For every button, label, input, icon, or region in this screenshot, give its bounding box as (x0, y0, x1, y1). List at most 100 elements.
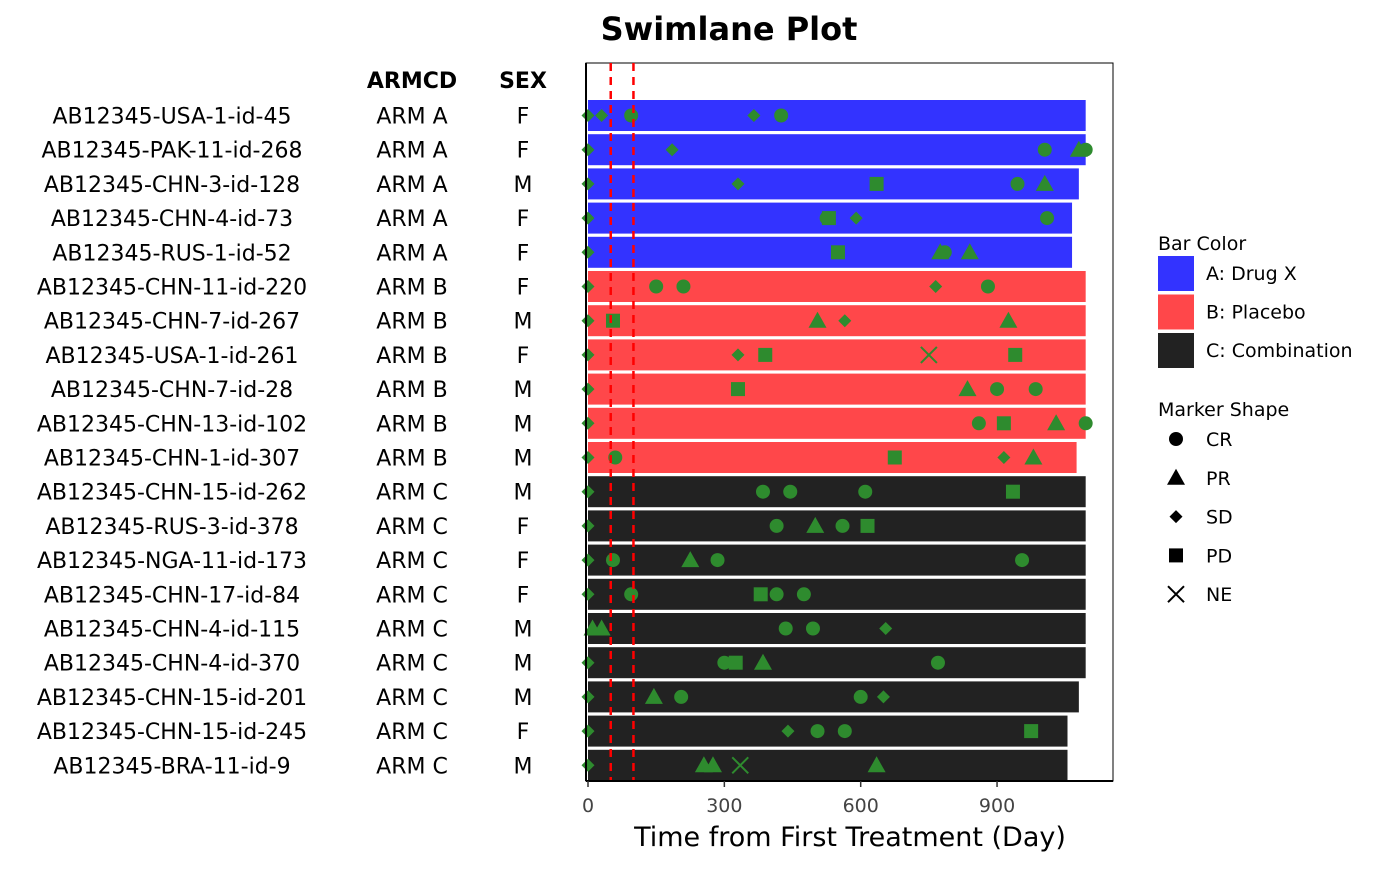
response-marker-sd (581, 587, 595, 601)
armcd-cell: ARM C (376, 549, 448, 574)
armcd-cell: ARM C (376, 583, 448, 608)
response-marker-sd (581, 724, 595, 738)
swimlane-bar (588, 442, 1077, 473)
response-marker-ne (731, 756, 749, 775)
response-marker-cr (1078, 142, 1093, 157)
sex-cell: F (517, 139, 530, 164)
armcd-cell: ARM C (376, 515, 448, 540)
sex-cell: M (514, 378, 533, 403)
subject-id-label: AB12345-RUS-1-id-52 (52, 241, 291, 266)
response-marker-cr (605, 553, 620, 568)
response-marker-sd (581, 348, 595, 362)
response-marker-sd (731, 348, 745, 362)
legend-bar-title: Bar Color (1158, 233, 1246, 255)
subject-id-label: AB12345-CHN-4-id-370 (44, 652, 300, 677)
subject-id-label: AB12345-USA-1-id-261 (46, 344, 299, 369)
response-marker-sd (581, 143, 595, 157)
sex-cell: F (517, 105, 530, 130)
sex-cell: M (514, 310, 533, 335)
swimlane-bar (588, 100, 1086, 131)
swimlane-bar (588, 476, 1086, 508)
armcd-cell: ARM A (376, 173, 447, 198)
response-marker-cr (990, 382, 1005, 397)
response-marker-pd (860, 518, 875, 533)
response-marker-cr (769, 518, 784, 533)
subject-id-label: AB12345-PAK-11-id-268 (42, 139, 303, 164)
response-marker-pr (958, 380, 977, 397)
response-marker-cr (930, 655, 945, 670)
swimlane-bar (588, 236, 1073, 268)
response-marker-sd (997, 451, 1011, 464)
legend-bar-swatch (1158, 333, 1194, 368)
response-marker-pd (869, 176, 884, 191)
response-marker-pr (681, 551, 700, 568)
swimlane-bar (588, 749, 1068, 781)
legend-bar-label: A: Drug X (1206, 263, 1297, 285)
response-marker-cr (980, 279, 995, 294)
response-marker-sd (838, 314, 852, 328)
response-marker-cr (778, 621, 793, 636)
response-marker-cr (835, 518, 850, 533)
response-marker-pr (806, 516, 825, 533)
response-marker-sd (665, 143, 679, 157)
subject-id-label: AB12345-CHN-4-id-73 (51, 207, 293, 232)
table-header-armcd: ARMCD (367, 69, 457, 94)
response-marker-cr (783, 484, 798, 499)
x-tick-label: 300 (706, 795, 742, 817)
armcd-cell: ARM C (376, 652, 448, 677)
response-marker-sd (581, 519, 595, 533)
legend-marker-cr (1169, 432, 1183, 446)
response-marker-cr (624, 587, 639, 602)
legend-marker-label: NE (1206, 584, 1232, 606)
response-marker-cr (710, 553, 725, 568)
response-marker-sd (581, 416, 595, 430)
legend-marker-ne (1167, 585, 1185, 603)
response-marker-cr (1010, 176, 1025, 191)
response-marker-cr (676, 279, 691, 294)
subject-id-label: AB12345-CHN-15-id-201 (37, 686, 307, 711)
response-marker-sd (581, 690, 595, 704)
armcd-cell: ARM C (376, 686, 448, 711)
armcd-cell: ARM A (376, 241, 447, 266)
x-tick-label: 600 (843, 795, 879, 817)
armcd-cell: ARM B (376, 344, 447, 369)
response-marker-cr (971, 416, 986, 431)
swimlane-bar (588, 681, 1079, 713)
response-marker-sd (747, 109, 761, 122)
response-marker-pd (1005, 484, 1020, 499)
response-marker-cr (717, 655, 732, 670)
subject-id-label: AB12345-CHN-13-id-102 (37, 412, 307, 437)
armcd-cell: ARM C (376, 754, 448, 779)
response-marker-sd (595, 109, 609, 122)
response-marker-cr (674, 689, 689, 704)
response-marker-pd (996, 416, 1011, 431)
response-marker-cr (1015, 553, 1030, 568)
response-marker-pd (753, 587, 768, 602)
response-marker-cr (858, 484, 873, 499)
swimlane-bar (588, 407, 1086, 439)
swimlane-bar (588, 271, 1086, 302)
response-marker-sd (876, 690, 890, 704)
armcd-cell: ARM B (376, 310, 447, 335)
subject-id-label: AB12345-NGA-11-id-173 (37, 549, 307, 574)
response-marker-cr (837, 724, 852, 739)
response-marker-ne (920, 346, 938, 364)
response-marker-sd (581, 485, 595, 499)
sex-cell: F (517, 344, 530, 369)
response-marker-cr (796, 587, 811, 602)
legend-marker-label: PR (1206, 468, 1231, 490)
legend-marker-label: CR (1206, 429, 1232, 451)
response-marker-sd (879, 622, 893, 635)
response-marker-cr (853, 689, 868, 704)
response-marker-pr (999, 311, 1018, 328)
swimlane-bar (588, 544, 1086, 576)
armcd-cell: ARM B (376, 412, 447, 437)
legend-marker-pr (1167, 468, 1185, 485)
response-marker-sd (731, 177, 745, 191)
subject-id-label: AB12345-CHN-17-id-84 (44, 583, 300, 608)
sex-cell: F (517, 241, 530, 266)
legend-bar-label: B: Placebo (1206, 302, 1306, 324)
armcd-cell: ARM C (376, 618, 448, 643)
sex-cell: M (514, 652, 533, 677)
swimlane-bar (588, 613, 1086, 644)
